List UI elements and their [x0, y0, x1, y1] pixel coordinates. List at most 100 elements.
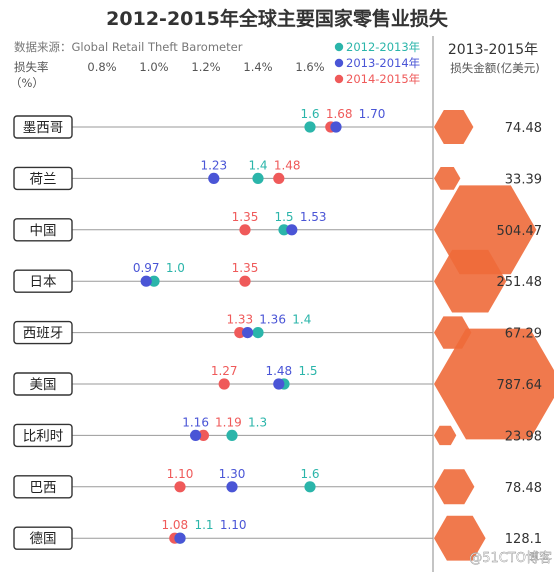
data-point [226, 429, 238, 441]
data-point [148, 275, 160, 287]
data-point [174, 481, 186, 493]
loss-hexagon [434, 515, 486, 561]
country-label: 荷兰 [30, 171, 57, 187]
x-tick-label: 1.6% [295, 60, 324, 74]
loss-amount-label: 128.1 [505, 532, 542, 547]
legend: 2012-2013年 2013-2014年 2014-2015年 [334, 40, 420, 86]
country-rows: 墨西哥 1.6 1.68 1.70 74.48 荷兰 1.23 1.4 1.48 33.39 中国 1… [13, 107, 554, 561]
data-label: 1.1 [194, 518, 213, 532]
country-label-box [13, 423, 73, 448]
rate-axis-unit: （%） [10, 76, 44, 90]
loss-hexagon [434, 249, 507, 313]
x-axis-ticks: 0.8% 1.0% 1.2% 1.4% 1.6% [87, 60, 324, 74]
data-point [234, 327, 246, 339]
data-label: 1.70 [359, 107, 386, 121]
data-point [239, 224, 251, 236]
data-label: 1.08 [161, 518, 188, 532]
country-label: 美国 [30, 377, 57, 393]
country-label: 中国 [30, 223, 57, 239]
loss-amount-label: 787.64 [497, 378, 543, 393]
country-label-box [13, 475, 73, 499]
country-label-box [13, 372, 73, 396]
data-point [273, 172, 285, 184]
data-point [239, 275, 251, 287]
legend-marker [334, 42, 344, 52]
loss-hexagon [434, 110, 474, 144]
data-point [190, 429, 202, 441]
legend-label: 2013-2014年 [346, 56, 420, 70]
country-label: 墨西哥 [23, 120, 64, 136]
x-tick-label: 0.8% [87, 60, 116, 74]
right-panel-subtitle: 损失金额(亿美元) [450, 61, 539, 75]
data-point [286, 224, 298, 236]
data-label: 1.5 [298, 364, 317, 378]
data-label: 1.48 [265, 364, 292, 378]
legend-marker [334, 58, 344, 68]
data-label: 1.5 [274, 210, 293, 224]
data-label: 1.27 [211, 364, 238, 378]
country-label-box [13, 115, 73, 139]
country-label-box [13, 526, 73, 550]
data-label: 1.6 [300, 107, 319, 121]
data-label: 0.97 [133, 261, 160, 275]
data-label: 1.53 [300, 210, 327, 224]
data-label: 1.19 [215, 415, 242, 429]
data-label: 1.35 [232, 261, 259, 275]
data-label: 1.6 [300, 467, 319, 481]
rate-axis-label: 损失率 [14, 60, 49, 74]
loss-amount-label: 74.48 [505, 121, 542, 136]
data-point [252, 327, 264, 339]
data-point [197, 429, 209, 441]
right-panel-title: 2013-2015年 [448, 42, 538, 58]
country-label-box [13, 320, 73, 345]
x-tick-label: 1.4% [243, 60, 272, 74]
watermark: @51CTO博客 [469, 550, 552, 566]
data-label: 1.3 [248, 415, 267, 429]
data-point [252, 172, 264, 184]
data-point [208, 172, 220, 184]
legend-marker [334, 74, 344, 84]
loss-amount-label: 67.29 [505, 327, 542, 342]
loss-hexagon [434, 167, 461, 190]
data-point [226, 481, 238, 493]
data-point [278, 224, 290, 236]
loss-amount-label: 33.39 [505, 172, 542, 187]
data-point [140, 275, 152, 287]
loss-hexagon [434, 425, 457, 446]
data-source: 数据来源：Global Retail Theft Barometer [14, 40, 243, 54]
data-label: 1.10 [220, 518, 247, 532]
legend-label: 2014-2015年 [346, 72, 420, 86]
country-label: 巴西 [30, 480, 57, 496]
country-label: 西班牙 [23, 326, 64, 342]
country-label: 德国 [30, 531, 57, 547]
data-label: 1.68 [326, 107, 353, 121]
loss-amount-label: 78.48 [505, 481, 542, 496]
country-label: 比利时 [23, 428, 64, 444]
legend-label: 2012-2013年 [346, 40, 420, 54]
data-point [242, 327, 254, 339]
data-point [330, 121, 342, 133]
data-point [273, 378, 285, 390]
data-label: 1.30 [219, 467, 246, 481]
country-label-box [13, 218, 73, 242]
data-label: 1.0 [166, 261, 185, 275]
chart-title: 2012-2015年全球主要国家零售业损失 [106, 7, 449, 30]
country-label-box [13, 269, 73, 293]
data-point [218, 378, 230, 390]
data-label: 1.4 [248, 158, 267, 172]
loss-amount-label: 23.98 [505, 429, 542, 444]
loss-amount-label: 504.47 [497, 224, 543, 239]
loss-amount-label: 251.48 [497, 275, 543, 290]
x-tick-label: 1.2% [191, 60, 220, 74]
data-label: 1.36 [259, 313, 286, 327]
data-label: 1.16 [182, 415, 209, 429]
data-point [304, 121, 316, 133]
country-label-box [13, 166, 73, 191]
data-label: 1.33 [226, 313, 253, 327]
country-label: 日本 [30, 274, 57, 290]
data-label: 1.48 [274, 158, 301, 172]
data-label: 1.4 [292, 313, 311, 327]
data-label: 1.10 [167, 467, 194, 481]
data-label: 1.35 [232, 210, 259, 224]
